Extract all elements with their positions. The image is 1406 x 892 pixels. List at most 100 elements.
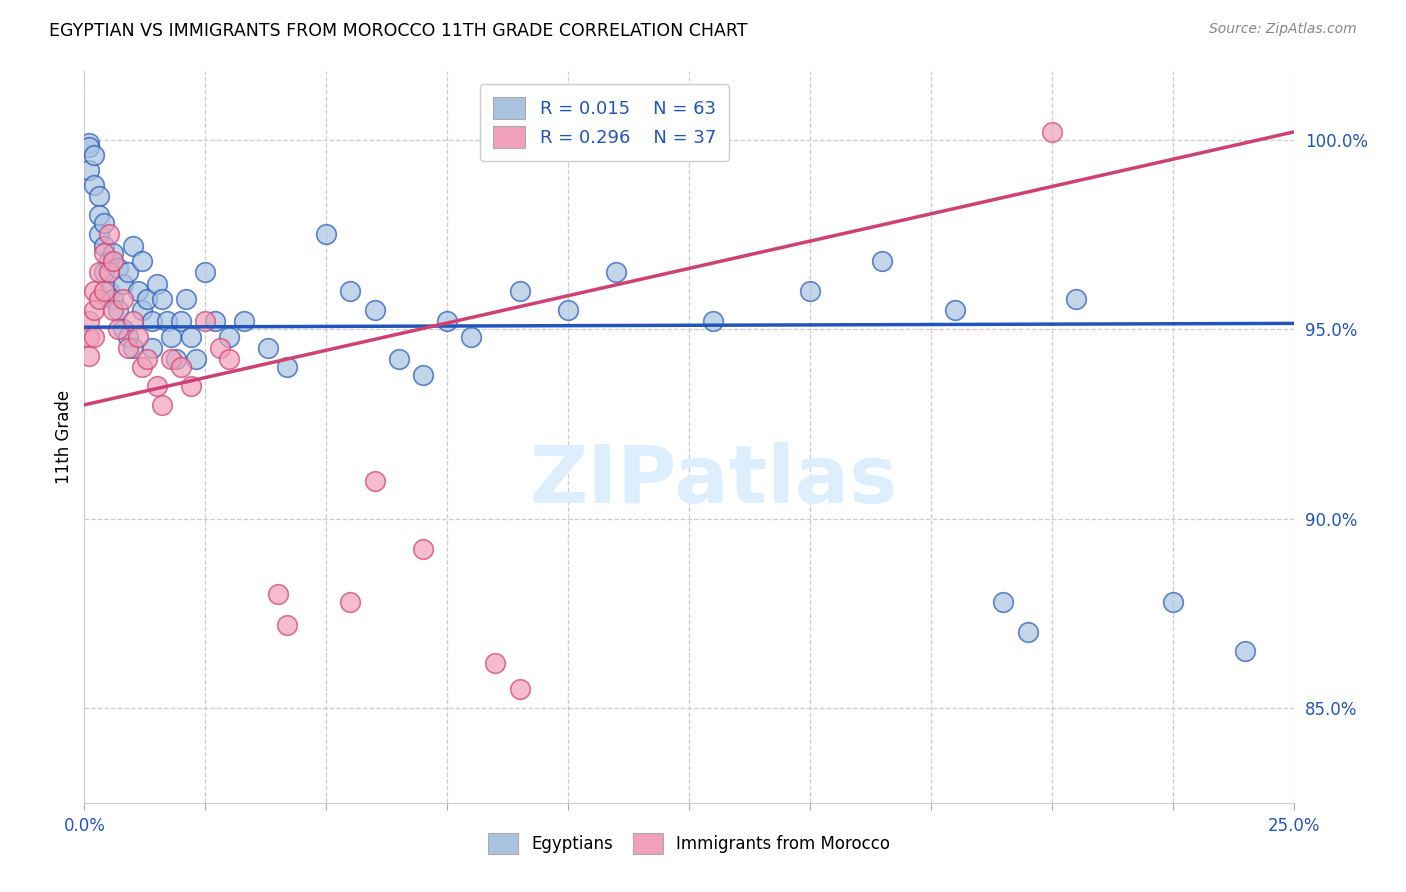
Point	[93, 284, 115, 298]
Point	[136, 292, 159, 306]
Y-axis label: 11th Grade: 11th Grade	[55, 390, 73, 484]
Point	[107, 303, 129, 318]
Point	[83, 303, 105, 318]
Point	[146, 379, 169, 393]
Point	[83, 329, 105, 343]
Point	[204, 314, 226, 328]
Point	[150, 398, 173, 412]
Point	[103, 292, 125, 306]
Point	[107, 322, 129, 336]
Point	[484, 656, 506, 670]
Point	[121, 238, 143, 252]
Point	[509, 284, 531, 298]
Point	[77, 140, 100, 154]
Point	[363, 303, 385, 318]
Point	[257, 341, 280, 355]
Point	[103, 303, 125, 318]
Point	[993, 595, 1015, 609]
Point	[460, 329, 482, 343]
Point	[77, 349, 100, 363]
Point	[127, 329, 149, 343]
Point	[267, 587, 290, 601]
Point	[276, 359, 298, 374]
Point	[702, 314, 724, 328]
Point	[180, 329, 202, 343]
Point	[77, 314, 100, 328]
Point	[117, 341, 139, 355]
Point	[339, 595, 361, 609]
Point	[1234, 644, 1257, 658]
Point	[1161, 595, 1184, 609]
Point	[87, 189, 110, 203]
Point	[943, 303, 966, 318]
Point	[174, 292, 197, 306]
Point	[276, 617, 298, 632]
Point	[93, 265, 115, 279]
Legend: Egyptians, Immigrants from Morocco: Egyptians, Immigrants from Morocco	[481, 827, 897, 860]
Point	[87, 208, 110, 222]
Point	[180, 379, 202, 393]
Point	[141, 341, 163, 355]
Point	[93, 216, 115, 230]
Point	[141, 314, 163, 328]
Point	[412, 541, 434, 556]
Point	[160, 352, 183, 367]
Point	[97, 265, 120, 279]
Point	[436, 314, 458, 328]
Point	[170, 314, 193, 328]
Text: ZIPatlas: ZIPatlas	[529, 442, 897, 520]
Point	[605, 265, 627, 279]
Point	[77, 329, 100, 343]
Point	[83, 178, 105, 192]
Point	[87, 227, 110, 242]
Point	[339, 284, 361, 298]
Point	[77, 162, 100, 177]
Point	[112, 292, 135, 306]
Point	[83, 284, 105, 298]
Point	[121, 314, 143, 328]
Point	[509, 682, 531, 697]
Point	[218, 329, 240, 343]
Point	[131, 359, 153, 374]
Point	[117, 329, 139, 343]
Point	[97, 284, 120, 298]
Point	[131, 253, 153, 268]
Point	[194, 265, 217, 279]
Point	[170, 359, 193, 374]
Point	[1040, 125, 1063, 139]
Point	[218, 352, 240, 367]
Point	[117, 265, 139, 279]
Point	[127, 284, 149, 298]
Point	[1017, 625, 1039, 640]
Point	[93, 238, 115, 252]
Point	[160, 329, 183, 343]
Point	[412, 368, 434, 382]
Point	[131, 303, 153, 318]
Point	[83, 147, 105, 161]
Point	[388, 352, 411, 367]
Point	[184, 352, 207, 367]
Point	[103, 253, 125, 268]
Point	[97, 227, 120, 242]
Point	[872, 253, 894, 268]
Point	[121, 341, 143, 355]
Point	[315, 227, 337, 242]
Point	[93, 246, 115, 260]
Text: Source: ZipAtlas.com: Source: ZipAtlas.com	[1209, 22, 1357, 37]
Point	[799, 284, 821, 298]
Point	[194, 314, 217, 328]
Point	[103, 246, 125, 260]
Point	[155, 314, 177, 328]
Point	[165, 352, 187, 367]
Point	[146, 277, 169, 291]
Point	[136, 352, 159, 367]
Point	[112, 322, 135, 336]
Point	[233, 314, 256, 328]
Point	[97, 253, 120, 268]
Point	[107, 261, 129, 276]
Text: EGYPTIAN VS IMMIGRANTS FROM MOROCCO 11TH GRADE CORRELATION CHART: EGYPTIAN VS IMMIGRANTS FROM MOROCCO 11TH…	[49, 22, 748, 40]
Point	[1064, 292, 1087, 306]
Point	[363, 474, 385, 488]
Point	[87, 292, 110, 306]
Point	[112, 277, 135, 291]
